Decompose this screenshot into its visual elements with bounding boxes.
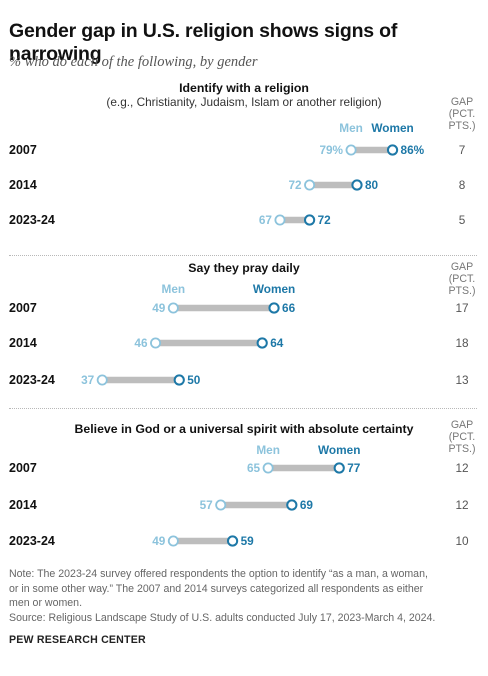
gap-header: GAP xyxy=(451,419,473,431)
gap-value: 5 xyxy=(459,213,466,227)
men-dot xyxy=(96,374,108,386)
gap-value: 7 xyxy=(459,143,466,157)
panel-title: Believe in God or a universal spirit wit… xyxy=(75,422,414,436)
chart-title: Gender gap in U.S. religion shows signs … xyxy=(9,20,398,65)
women-value-label: 72 xyxy=(318,213,332,227)
gap-header: GAP xyxy=(451,96,473,108)
women-value-label: 86% xyxy=(401,143,425,157)
men-dot xyxy=(304,179,316,191)
men-value-label: 37 xyxy=(81,373,95,387)
men-value-label: 49 xyxy=(152,534,166,548)
men-dot xyxy=(167,302,179,314)
men-value-label: 46 xyxy=(134,336,148,350)
women-value-label: 64 xyxy=(270,336,284,350)
women-dot xyxy=(304,214,316,226)
men-dot xyxy=(167,535,179,547)
gap-value: 12 xyxy=(455,461,468,475)
women-dot xyxy=(256,337,268,349)
men-value-label: 65 xyxy=(247,461,261,475)
panel-subtitle: (e.g., Christianity, Judaism, Islam or a… xyxy=(106,95,381,109)
section-divider xyxy=(9,255,477,256)
legend-women-label: Women xyxy=(318,443,360,457)
men-dot xyxy=(262,462,274,474)
men-value-label: 57 xyxy=(200,498,214,512)
men-dot xyxy=(274,214,286,226)
gap-value: 17 xyxy=(455,301,468,315)
women-dot xyxy=(268,302,280,314)
legend-men-label: Men xyxy=(256,443,280,457)
note-line: men or women. xyxy=(9,597,83,610)
men-value-label: 72 xyxy=(288,178,302,192)
year-label: 2007 xyxy=(9,461,37,475)
note-line: Note: The 2023-24 survey offered respond… xyxy=(9,568,428,580)
men-dot xyxy=(150,337,162,349)
legend-women-label: Women xyxy=(253,282,295,296)
men-value-label: 67 xyxy=(259,213,273,227)
panel-title: Identify with a religion xyxy=(179,81,309,95)
year-label: 2014 xyxy=(9,178,37,192)
women-value-label: 59 xyxy=(241,534,255,548)
legend-men-label: Men xyxy=(339,121,363,135)
year-label: 2023-24 xyxy=(9,534,55,548)
women-value-label: 50 xyxy=(187,373,201,387)
year-label: 2007 xyxy=(9,143,37,157)
gap-value: 8 xyxy=(459,178,466,192)
year-label: 2014 xyxy=(9,336,37,350)
women-dot xyxy=(386,144,399,156)
gap-value: 10 xyxy=(455,534,469,548)
women-value-label: 69 xyxy=(300,498,314,512)
women-value-label: 66 xyxy=(282,301,296,315)
men-value-label: 49 xyxy=(152,301,166,315)
chart-subtitle: % who do each of the following, by gende… xyxy=(9,54,258,70)
gap-header: PTS.) xyxy=(448,120,475,132)
gap-header: PTS.) xyxy=(448,443,475,455)
men-value-label: 79% xyxy=(319,143,343,157)
gap-header: PTS.) xyxy=(448,285,475,297)
source-line: Source: Religious Landscape Study of U.S… xyxy=(9,612,436,625)
women-dot xyxy=(333,462,345,474)
women-dot xyxy=(173,374,185,386)
year-label: 2014 xyxy=(9,498,37,512)
gap-value: 12 xyxy=(455,498,468,512)
year-label: 2023-24 xyxy=(9,213,55,227)
women-dot xyxy=(226,535,239,547)
year-label: 2023-24 xyxy=(9,373,55,387)
note-line: or in some other way.” The 2007 and 2014… xyxy=(9,582,424,595)
gap-header: (PCT. xyxy=(449,273,475,285)
men-dot xyxy=(215,499,227,511)
legend-women-label: Women xyxy=(371,121,413,135)
men-dot xyxy=(345,144,357,156)
year-label: 2007 xyxy=(9,301,37,315)
panel-title: Say they pray daily xyxy=(188,261,300,275)
legend-men-label: Men xyxy=(162,282,186,296)
gap-value: 13 xyxy=(455,373,469,387)
gap-header: GAP xyxy=(451,261,473,273)
women-dot xyxy=(351,179,363,191)
gap-value: 18 xyxy=(455,336,469,350)
chart-note: Note: The 2023-24 survey offered respond… xyxy=(9,567,479,626)
section-divider xyxy=(9,408,477,409)
source-brand: PEW RESEARCH CENTER xyxy=(9,634,146,646)
gap-header: (PCT. xyxy=(449,108,475,120)
women-value-label: 80 xyxy=(365,178,379,192)
gap-header: (PCT. xyxy=(449,431,475,443)
women-dot xyxy=(286,499,298,511)
women-value-label: 77 xyxy=(347,461,361,475)
